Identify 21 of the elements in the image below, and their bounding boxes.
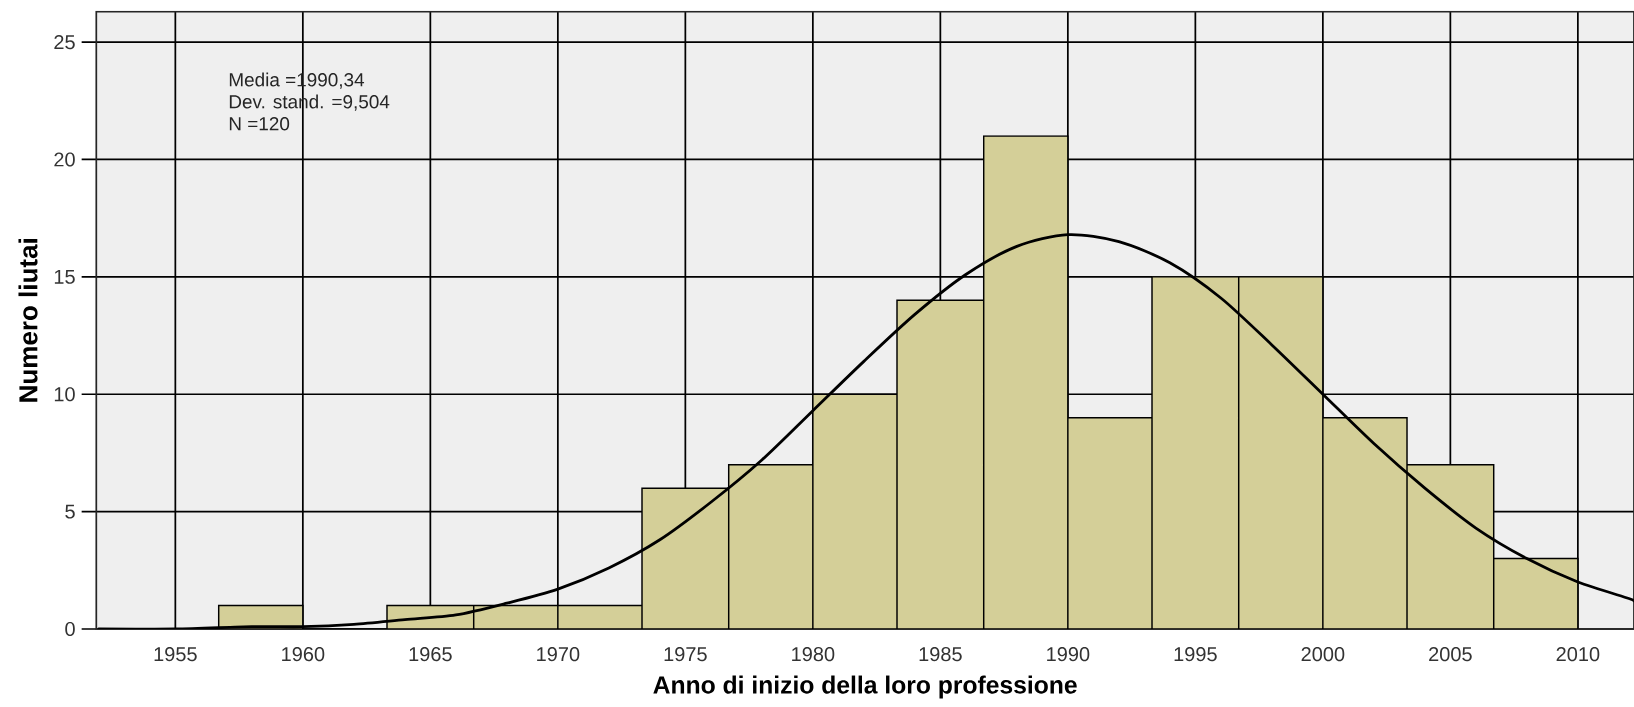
x-axis-title: Anno di inizio della loro professione bbox=[653, 675, 1077, 699]
y-tick-label: 20 bbox=[54, 152, 75, 167]
y-axis-title: Numero liutai bbox=[18, 239, 38, 402]
x-tick-label: 1960 bbox=[282, 647, 325, 662]
x-tick-label: 2010 bbox=[1556, 647, 1600, 662]
y-tick-label: 25 bbox=[54, 35, 75, 50]
y-tick-label: 15 bbox=[54, 269, 75, 284]
x-tick-label: 1975 bbox=[664, 647, 707, 662]
x-tick-label: 1965 bbox=[409, 647, 452, 662]
y-tick-label: 0 bbox=[65, 621, 75, 637]
x-tick-label: 1970 bbox=[537, 647, 580, 662]
annotation: N =120 bbox=[229, 117, 290, 131]
y-tick-label: 5 bbox=[65, 504, 75, 519]
x-tick-label: 1955 bbox=[154, 647, 197, 662]
x-tick-label: 2000 bbox=[1301, 647, 1345, 662]
y-tick-label: 10 bbox=[54, 387, 75, 402]
x-tick-label: 1990 bbox=[1047, 647, 1090, 662]
x-tick-label: 1980 bbox=[792, 647, 835, 662]
x-tick-label: 2005 bbox=[1429, 647, 1472, 662]
x-tick-label: 1985 bbox=[919, 647, 962, 662]
x-tick-label: 1995 bbox=[1174, 647, 1217, 662]
